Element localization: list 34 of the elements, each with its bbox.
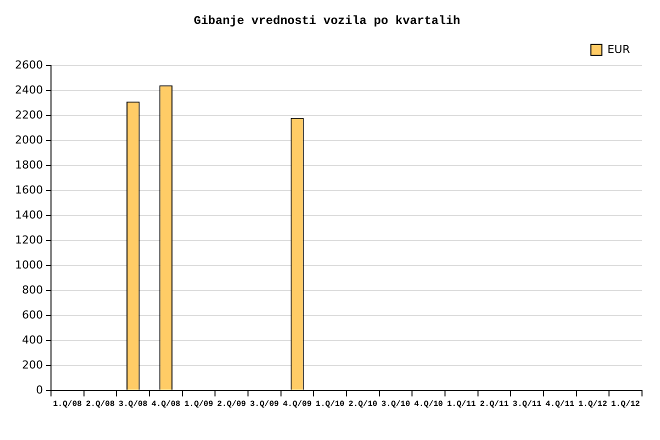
y-tick-label: 1600 [14,183,43,196]
x-tick-label: 1.Q/08 [53,400,82,410]
y-tick-label: 1800 [14,158,43,172]
x-tick-label: 3.Q/11 [512,400,542,410]
y-tick-label: 2200 [14,108,43,122]
x-tick-label: 4.Q/08 [152,400,181,410]
y-tick-label: 600 [22,308,43,322]
x-tick-label: 3.Q/10 [381,400,410,410]
x-tick-label: 2.Q/08 [86,400,115,410]
x-tick-label: 3.Q/09 [250,400,280,410]
legend-label: EUR [607,42,630,56]
y-tick-label: 400 [22,333,43,346]
x-tick-label: 4.Q/10 [414,400,444,410]
x-tick-label: 3.Q/08 [118,400,148,410]
x-tick-label: 1.Q/10 [316,400,345,410]
chart-title: Gibanje vrednosti vozila po kvartalih [194,14,460,28]
x-tick-label: 4.Q/11 [546,400,575,410]
y-tick-label: 2400 [14,83,43,96]
x-tick-label: 1.Q/11 [447,400,476,410]
x-tick-label: 1.Q/12 [611,400,640,410]
y-tick-label: 2600 [14,58,43,72]
y-tick-label: 200 [22,358,43,372]
y-tick-label: 1400 [14,208,43,222]
y-tick-label: 2000 [14,133,43,146]
x-tick-label: 4.Q/09 [282,400,312,410]
y-tick-label: 0 [36,383,43,396]
x-tick-label: 2.Q/10 [348,400,378,410]
y-tick-label: 1000 [14,258,43,272]
y-tick-label: 1200 [14,233,43,246]
x-tick-label: 1.Q/09 [184,400,214,410]
x-tick-label: 2.Q/09 [217,400,246,410]
x-tick-label: 1.Q/12 [578,400,608,410]
x-tick-label: 2.Q/11 [480,400,509,410]
y-tick-label: 800 [22,283,43,296]
